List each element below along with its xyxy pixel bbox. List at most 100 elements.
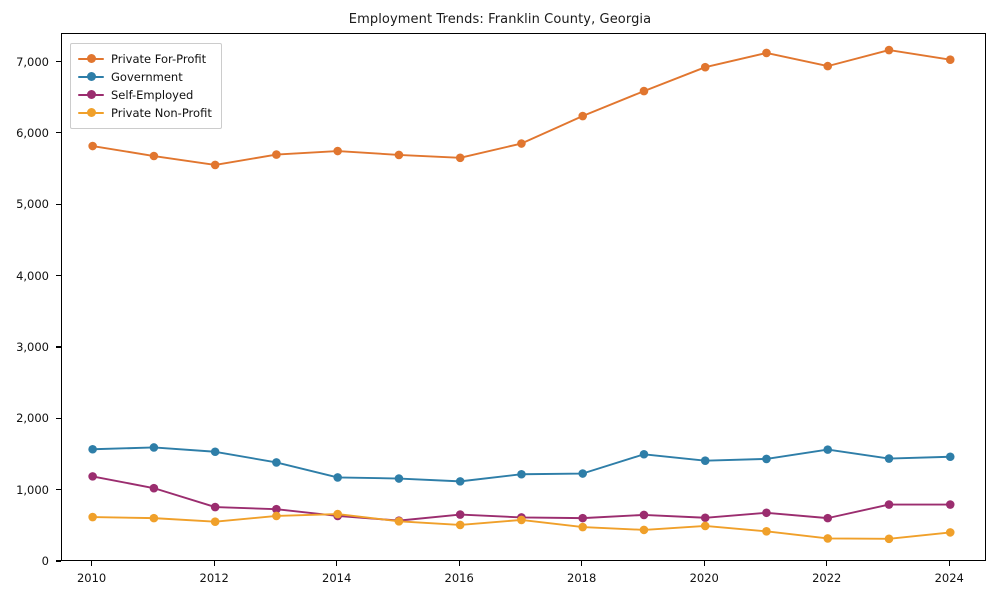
data-point [455, 510, 465, 519]
x-tick-label: 2016 [444, 571, 474, 585]
y-axis-tick-labels: 0 1,000 2,000 3,000 4,000 5,000 6,000 7,000 [0, 0, 61, 600]
data-point [394, 474, 404, 483]
x-tick-label: 2020 [689, 571, 719, 585]
x-axis-tick-marks [0, 561, 1000, 571]
x-tick-mark [581, 561, 583, 566]
data-point [333, 473, 342, 482]
data-point [823, 61, 833, 71]
data-point [149, 513, 159, 523]
data-point [517, 469, 526, 479]
data-point [823, 513, 833, 523]
legend-label: Government [111, 70, 183, 84]
data-point [394, 150, 404, 160]
x-tick-mark [948, 561, 950, 566]
data-point [210, 502, 220, 512]
data-point [455, 153, 465, 163]
y-tick-mark [56, 560, 61, 562]
x-tick-mark [458, 561, 460, 566]
data-point [945, 452, 955, 462]
data-point [884, 534, 894, 544]
data-point [884, 500, 894, 509]
x-tick-label: 2012 [199, 571, 229, 585]
data-point [272, 511, 281, 521]
legend: Private For-Profit Government Self-Employe… [70, 43, 222, 129]
data-point [700, 521, 710, 531]
y-tick-mark [56, 132, 61, 134]
legend-swatch-icon [78, 106, 104, 120]
data-point [149, 151, 159, 161]
data-point [272, 150, 281, 159]
chart-title: Employment Trends: Franklin County, Geor… [348, 12, 652, 27]
data-point [639, 525, 649, 535]
data-point [884, 454, 894, 463]
legend-item[interactable]: Government [78, 68, 212, 86]
data-point [88, 141, 97, 151]
legend-label: Self-Employed [111, 88, 194, 102]
data-point [762, 454, 771, 464]
data-point [88, 472, 97, 481]
y-tick-label: 4,000 [16, 268, 49, 283]
y-tick-label: 2,000 [16, 411, 49, 426]
y-tick-label: 6,000 [16, 125, 49, 140]
legend-swatch-icon [78, 88, 104, 102]
y-tick-mark [56, 203, 61, 205]
y-tick-label: 0 [41, 554, 49, 568]
x-tick-mark [336, 561, 338, 566]
x-tick-label: 2010 [76, 571, 107, 585]
data-point [823, 445, 833, 454]
x-tick-label: 2014 [322, 571, 352, 585]
data-point [578, 111, 587, 121]
legend-item[interactable]: Self-Employed [78, 86, 212, 104]
x-tick-label: 2018 [567, 571, 597, 585]
data-point [700, 62, 710, 72]
data-point [884, 45, 894, 55]
data-point [333, 509, 342, 519]
x-tick-mark [213, 561, 215, 566]
data-point [578, 522, 587, 532]
data-point [333, 146, 342, 156]
series-private-for-profit [88, 45, 955, 170]
legend-item[interactable]: Private For-Profit [78, 50, 212, 68]
legend-label: Private For-Profit [111, 52, 207, 66]
y-tick-label: 1,000 [16, 482, 49, 497]
plot-lines [88, 45, 955, 544]
data-point [517, 139, 526, 148]
legend-swatch-icon [78, 70, 104, 84]
y-tick-mark [56, 60, 61, 63]
x-axis-tick-labels: 2010 2012 2014 2016 2018 2020 2022 2024 [0, 561, 1000, 600]
legend-swatch-icon [78, 52, 104, 66]
x-tick-label: 2024 [934, 571, 964, 585]
data-point [945, 500, 955, 509]
data-point [88, 512, 97, 522]
data-point [762, 527, 771, 536]
data-point [578, 513, 587, 523]
y-tick-mark [56, 417, 61, 419]
data-point [639, 449, 649, 459]
y-tick-label: 5,000 [16, 197, 49, 212]
data-point [210, 160, 220, 170]
y-tick-mark [56, 346, 61, 348]
data-point [455, 520, 465, 530]
data-point [88, 444, 97, 454]
data-point [149, 443, 159, 452]
data-point [455, 477, 465, 486]
legend-item[interactable]: Private Non-Profit [78, 104, 212, 122]
y-tick-mark [56, 274, 61, 277]
data-point [945, 528, 955, 537]
data-point [210, 517, 220, 526]
data-point [272, 504, 281, 514]
x-tick-mark [91, 561, 93, 566]
data-point [149, 483, 159, 493]
data-point [210, 447, 220, 457]
data-point [762, 48, 771, 58]
data-point [823, 534, 833, 543]
y-tick-mark [56, 489, 61, 491]
y-tick-label: 3,000 [16, 339, 49, 354]
data-point [639, 86, 649, 96]
x-tick-label: 2022 [812, 571, 842, 585]
data-point [700, 513, 710, 523]
y-tick-label: 7,000 [16, 54, 49, 69]
series-private-non-profit [88, 509, 955, 544]
data-point [639, 510, 649, 520]
